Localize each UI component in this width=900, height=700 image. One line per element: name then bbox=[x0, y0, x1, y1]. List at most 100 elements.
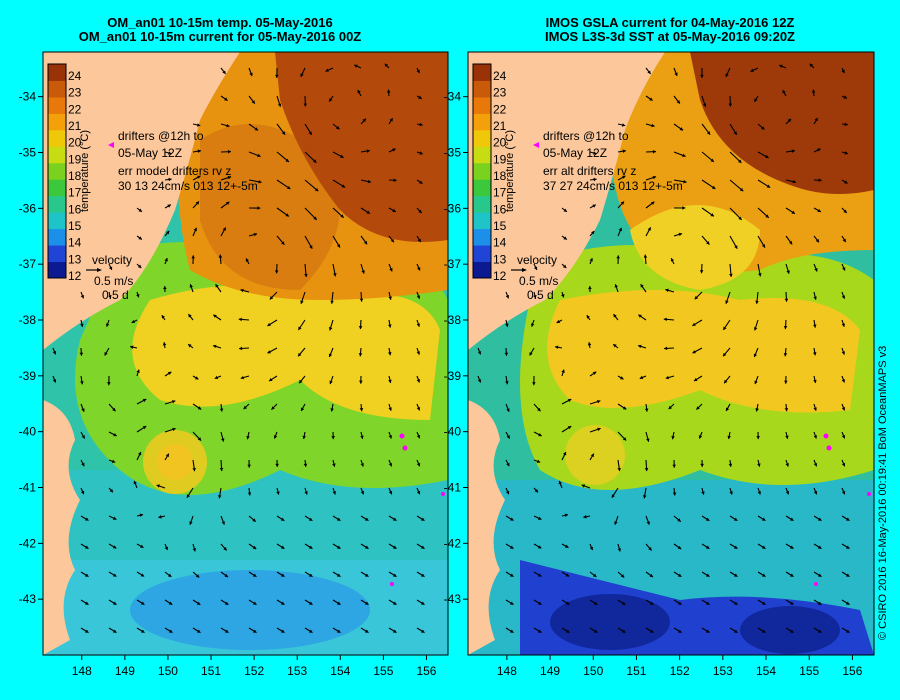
current-vector-head bbox=[844, 180, 848, 184]
current-vector-head bbox=[80, 490, 85, 495]
lon-tick-label: 150 bbox=[583, 664, 603, 678]
current-vector-head bbox=[197, 437, 202, 441]
current-vector-head bbox=[81, 462, 85, 467]
lat-tick-label: -40 bbox=[19, 425, 37, 439]
lon-tick-label: 156 bbox=[416, 664, 436, 678]
current-vector-head bbox=[269, 377, 273, 382]
current-vector-head bbox=[189, 521, 193, 525]
current-vector-head bbox=[332, 463, 336, 467]
current-vector-head bbox=[706, 629, 710, 633]
current-vector-head bbox=[762, 573, 766, 577]
current-vector-head bbox=[85, 573, 89, 577]
velocity-legend-time: 0.5 d bbox=[527, 288, 554, 302]
colorbar-tick-label: 23 bbox=[493, 86, 507, 100]
current-vector-head bbox=[138, 208, 142, 212]
current-vector-head bbox=[785, 463, 789, 467]
lon-tick-label: 154 bbox=[330, 664, 350, 678]
current-vector-head bbox=[791, 210, 795, 214]
current-vector-head bbox=[683, 179, 687, 184]
current-vector-head bbox=[245, 258, 250, 262]
current-vector-head bbox=[782, 89, 786, 94]
current-vector-head bbox=[843, 95, 847, 99]
current-vector-head bbox=[563, 208, 567, 212]
lat-tick-label: -34 bbox=[19, 90, 37, 104]
current-vector-head bbox=[510, 573, 514, 577]
current-vector-head bbox=[224, 97, 228, 101]
current-vector-head bbox=[419, 151, 423, 155]
current-vector-head bbox=[308, 131, 312, 135]
current-vector-head bbox=[362, 118, 366, 123]
current-vector-head bbox=[331, 436, 335, 440]
current-vector-head bbox=[813, 296, 817, 300]
lat-tick-label: -43 bbox=[444, 592, 462, 606]
current-vector-head bbox=[227, 149, 231, 154]
current-vector-head bbox=[365, 601, 369, 605]
current-vector-head bbox=[421, 545, 425, 549]
current-vector-head bbox=[562, 451, 567, 456]
current-vector-head bbox=[222, 227, 226, 231]
current-vector-head bbox=[158, 515, 162, 519]
current-vector-head bbox=[253, 629, 257, 633]
current-vector-head bbox=[197, 406, 202, 410]
current-vector-head bbox=[354, 64, 358, 68]
current-vector-head bbox=[698, 435, 703, 439]
colorbar-tick-label: 20 bbox=[68, 136, 82, 150]
current-vector-head bbox=[112, 601, 117, 605]
current-vector-head bbox=[723, 326, 727, 330]
current-vector-head bbox=[710, 213, 714, 217]
current-vector-head bbox=[309, 601, 313, 605]
current-vector-head bbox=[336, 126, 340, 130]
current-vector-head bbox=[333, 273, 337, 277]
current-vector-head bbox=[738, 216, 742, 220]
current-vector-head bbox=[85, 545, 89, 549]
current-vector-head bbox=[593, 177, 597, 182]
current-vector-head bbox=[337, 601, 341, 605]
current-vector-head bbox=[733, 517, 738, 521]
current-vector-head bbox=[393, 573, 397, 577]
current-vector-head bbox=[419, 180, 423, 184]
current-vector-head bbox=[388, 462, 393, 467]
left-map-panel bbox=[42, 51, 449, 656]
current-vector-head bbox=[702, 103, 707, 107]
current-vector-head bbox=[533, 266, 538, 270]
current-vector-head bbox=[194, 376, 199, 380]
current-vector-head bbox=[416, 490, 421, 495]
current-vector-head bbox=[417, 267, 421, 271]
colorbar-segment bbox=[473, 129, 491, 147]
current-vector-head bbox=[267, 350, 271, 354]
current-vector-head bbox=[537, 407, 541, 412]
velocity-legend-title: velocity bbox=[92, 253, 132, 267]
current-vector-head bbox=[254, 127, 259, 131]
current-vector-head bbox=[109, 488, 113, 493]
current-vector-head bbox=[677, 573, 682, 577]
current-vector-head bbox=[219, 408, 224, 412]
current-vector-head bbox=[614, 284, 619, 288]
right-title-line2: IMOS L3S-3d SST at 05-May-2016 09:20Z bbox=[545, 29, 795, 44]
current-vector-head bbox=[589, 546, 594, 551]
current-vector-head bbox=[275, 74, 279, 78]
current-vector-head bbox=[276, 491, 280, 495]
current-vector-head bbox=[677, 518, 681, 522]
current-vector-head bbox=[416, 379, 421, 383]
current-vector-head bbox=[214, 375, 219, 380]
current-vector-head bbox=[754, 380, 758, 385]
right-land-tasmania-coast bbox=[468, 400, 505, 655]
current-vector-head bbox=[416, 462, 421, 467]
current-vector-head bbox=[506, 408, 510, 412]
current-vector-head bbox=[329, 98, 333, 102]
colorbar-tick-label: 18 bbox=[68, 169, 82, 183]
current-vector-head bbox=[558, 480, 562, 485]
current-vector-head bbox=[757, 491, 761, 495]
current-vector-head bbox=[664, 346, 668, 351]
right-drifters bbox=[814, 433, 871, 586]
current-vector-head bbox=[224, 629, 229, 633]
current-vector-head bbox=[846, 629, 850, 633]
current-vector-head bbox=[705, 517, 710, 521]
current-vector-head bbox=[651, 123, 655, 128]
current-vector-head bbox=[85, 517, 89, 521]
current-vector-head bbox=[725, 73, 729, 77]
current-vector-head bbox=[52, 379, 57, 383]
colorbar-tick-label: 14 bbox=[493, 236, 507, 250]
current-vector-head bbox=[328, 327, 333, 331]
